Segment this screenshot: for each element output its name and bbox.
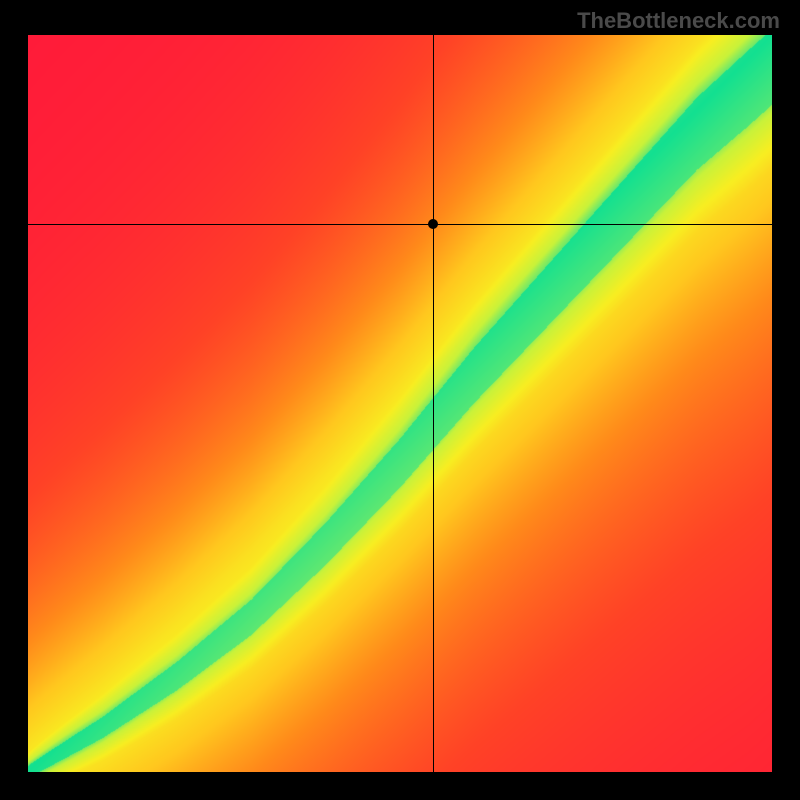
watermark-text: TheBottleneck.com [577,8,780,34]
heatmap-plot-area [28,35,772,772]
crosshair-vertical [433,35,434,772]
heatmap-canvas [28,35,772,772]
crosshair-horizontal [28,224,772,225]
marker-dot [428,219,438,229]
